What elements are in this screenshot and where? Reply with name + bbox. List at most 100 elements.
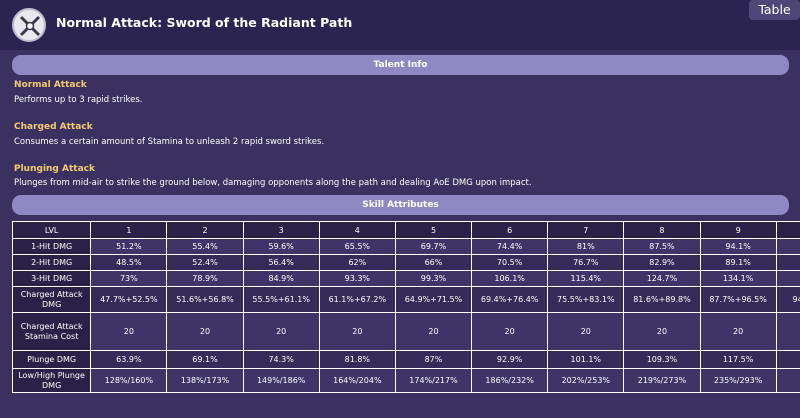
row-label: Low/High Plunge DMG	[12, 368, 92, 393]
table-cell: 81%	[547, 238, 625, 255]
table-cell: 202%/253%	[547, 368, 625, 393]
table-cell: 235%/293%	[699, 368, 777, 393]
table-cell: 76.7%	[547, 254, 625, 271]
column-header-level: 2	[166, 221, 244, 239]
table-cell: 109.3%	[623, 350, 701, 369]
table-row: Charged Attack Stamina Cost 20 20 20 20 20 20 2…	[12, 312, 800, 351]
table-cell: 51.6%+56.8%	[166, 286, 244, 313]
charged-attack-desc: Consumes a certain amount of Stamina to …	[14, 137, 325, 147]
table-cell: 82.9%	[623, 254, 701, 271]
table-cell: 52.4%	[166, 254, 244, 271]
table-cell: 51.2%	[90, 238, 168, 255]
column-header-level: 9	[699, 221, 777, 239]
table-cell: 20	[90, 312, 168, 351]
table-row: Low/High Plunge DMG 128%/160% 138%/173% 149…	[12, 368, 800, 393]
table-cell: 81.6%+89.8%	[623, 286, 701, 313]
column-header-level: 5	[394, 221, 473, 239]
table-cell: 106.1%	[471, 270, 549, 287]
normal-attack-title: Normal Attack	[14, 80, 87, 90]
table-cell: 253%/316%	[775, 368, 800, 393]
table-row: Plunge DMG 63.9% 69.1% 74.3% 81.8% 87% 92.9% 10…	[12, 350, 800, 369]
table-cell: 63.9%	[90, 350, 168, 369]
table-cell: 20	[775, 312, 800, 351]
table-cell: 138%/173%	[166, 368, 244, 393]
table-cell: 55.4%	[166, 238, 244, 255]
table-cell: 128%/160%	[90, 368, 168, 393]
column-header-level: 4	[318, 221, 396, 239]
table-cell: 78.9%	[166, 270, 244, 287]
table-cell: 126.4%	[775, 350, 800, 369]
table-cell: 87.7%+96.5%	[699, 286, 777, 313]
table-cell: 20	[547, 312, 625, 351]
column-header-level: 3	[242, 221, 320, 239]
column-header-lvl: LVL	[12, 221, 92, 239]
table-cell: 164%/204%	[318, 368, 396, 393]
table-cell: 20	[471, 312, 549, 351]
column-header-level: 8	[623, 221, 701, 239]
plunging-attack-desc: Plunges from mid-air to strike the groun…	[14, 178, 532, 188]
row-label: 2-Hit DMG	[12, 254, 92, 271]
skill-title: Normal Attack: Sword of the Radiant Path	[56, 15, 353, 30]
row-label: 3-Hit DMG	[12, 270, 92, 287]
table-cell: 124.7%	[623, 270, 701, 287]
table-cell: 115.4%	[547, 270, 625, 287]
table-cell: 149%/186%	[242, 368, 320, 393]
table-cell: 61.1%+67.2%	[318, 286, 396, 313]
table-row: 3-Hit DMG 73% 78.9% 84.9% 93.3% 99.3% 106.1% 11…	[12, 270, 800, 287]
table-cell: 47.7%+52.5%	[90, 286, 168, 313]
column-header-level: 10	[775, 221, 800, 239]
row-label: Charged Attack Stamina Cost	[12, 312, 92, 351]
table-cell: 59.6%	[242, 238, 320, 255]
table-cell: 87%	[394, 350, 473, 369]
table-cell: 93.3%	[318, 270, 396, 287]
table-cell: 99.3%	[394, 270, 473, 287]
table-row: 2-Hit DMG 48.5% 52.4% 56.4% 62% 66% 70.5% 76.7%…	[12, 254, 800, 271]
table-cell: 101.1%	[547, 350, 625, 369]
sword-skill-icon	[12, 8, 46, 42]
table-cell: 56.4%	[242, 254, 320, 271]
skill-attributes-table-scroll[interactable]: LVL123456789101-Hit DMG51.2%55.4%59.6%65…	[12, 221, 800, 418]
charged-attack-title: Charged Attack	[14, 122, 93, 132]
table-cell: 94.1%	[699, 238, 777, 255]
normal-attack-desc: Performs up to 3 rapid strikes.	[14, 95, 143, 105]
table-cell: 219%/273%	[623, 368, 701, 393]
table-cell: 69.1%	[166, 350, 244, 369]
table-cell: 81.8%	[318, 350, 396, 369]
table-cell: 66%	[394, 254, 473, 271]
table-cell: 65.5%	[318, 238, 396, 255]
table-row: 1-Hit DMG 51.2% 55.4% 59.6% 65.5% 69.7% 74.4% 8…	[12, 238, 800, 255]
table-cell: 89.1%	[699, 254, 777, 271]
skill-attributes-bar: Skill Attributes	[12, 195, 789, 215]
table-cell: 74.3%	[242, 350, 320, 369]
table-cell: 20	[699, 312, 777, 351]
table-cell: 20	[242, 312, 320, 351]
column-header-level: 6	[471, 221, 549, 239]
table-cell: 69.7%	[394, 238, 473, 255]
table-cell: 92.9%	[471, 350, 549, 369]
table-cell: 20	[166, 312, 244, 351]
column-header-level: 7	[547, 221, 625, 239]
table-cell: 74.4%	[471, 238, 549, 255]
table-cell: 73%	[90, 270, 168, 287]
table-header-row: LVL12345678910	[12, 221, 800, 239]
table-view-button[interactable]: Table	[749, 0, 800, 20]
talent-info-bar: Talent Info	[12, 55, 789, 75]
table-cell: 144.3%	[775, 270, 800, 287]
column-header-level: 1	[90, 221, 168, 239]
table-cell: 186%/232%	[471, 368, 549, 393]
table-cell: 174%/217%	[394, 368, 473, 393]
table-cell: 70.5%	[471, 254, 549, 271]
table-cell: 64.9%+71.5%	[394, 286, 473, 313]
table-cell: 69.4%+76.4%	[471, 286, 549, 313]
row-label: Plunge DMG	[12, 350, 92, 369]
table-row: Charged Attack DMG 47.7%+52.5% 51.6%+56.8%…	[12, 286, 800, 313]
table-cell: 117.5%	[699, 350, 777, 369]
table-cell: 20	[318, 312, 396, 351]
plunging-attack-title: Plunging Attack	[14, 164, 95, 174]
table-cell: 134.1%	[699, 270, 777, 287]
table-cell: 48.5%	[90, 254, 168, 271]
table-cell: 101.3%	[775, 238, 800, 255]
table-cell: 95.9%	[775, 254, 800, 271]
skill-attributes-table: LVL123456789101-Hit DMG51.2%55.4%59.6%65…	[12, 221, 800, 393]
row-label: Charged Attack DMG	[12, 286, 92, 313]
